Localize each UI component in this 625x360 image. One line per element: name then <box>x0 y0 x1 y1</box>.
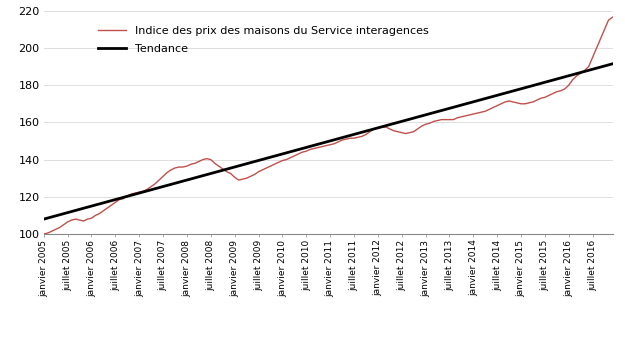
Line: Indice des prix des maisons du Service interagences: Indice des prix des maisons du Service i… <box>44 17 612 234</box>
Tendance <box>40 217 48 221</box>
Line: Tendance: Tendance <box>44 64 612 219</box>
Tendance <box>124 194 131 198</box>
Tendance <box>506 90 513 94</box>
Indice des prix des maisons du Service interagences <box>498 102 505 106</box>
Tendance <box>80 206 88 210</box>
Legend: Indice des prix des maisons du Service interagences, Tendance: Indice des prix des maisons du Service i… <box>95 23 432 58</box>
Tendance <box>609 62 616 66</box>
Indice des prix des maisons du Service interagences <box>215 164 222 168</box>
Indice des prix des maisons du Service interagences <box>446 117 453 122</box>
Indice des prix des maisons du Service interagences <box>609 15 616 19</box>
Indice des prix des maisons du Service interagences <box>80 219 88 223</box>
Indice des prix des maisons du Service interagences <box>124 194 131 198</box>
Tendance <box>498 92 505 96</box>
Indice des prix des maisons du Service interagences <box>40 232 48 236</box>
Indice des prix des maisons du Service interagences <box>506 99 513 103</box>
Tendance <box>215 169 222 174</box>
Tendance <box>446 106 453 111</box>
